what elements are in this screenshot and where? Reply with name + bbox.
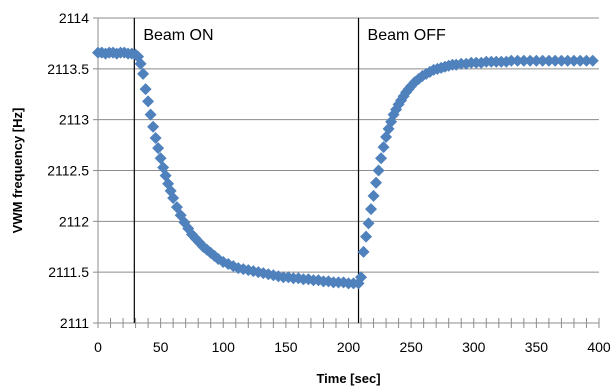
x-tick-label-5: 250 [399,339,423,355]
data-point-0-19 [152,142,165,155]
annotation-label-0: Beam ON [143,27,213,44]
data-point-0-113 [530,54,543,67]
data-point-0-69 [362,217,375,230]
data-point-0-20 [154,152,167,165]
data-point-0-70 [365,203,378,216]
data-point-0-71 [367,189,380,202]
data-point-0-67 [357,245,370,258]
data-points [92,46,599,290]
x-tick-label-1: 50 [153,339,169,355]
data-point-0-16 [144,108,157,121]
data-point-0-119 [567,54,580,67]
data-point-0-15 [142,95,155,108]
data-point-0-115 [542,54,555,67]
data-point-0-116 [549,54,562,67]
labels: 2111 2111.5 2112 2112.5 2113 2113.5 2114 0 50 100… [10,10,611,386]
data-point-0-14 [139,83,152,96]
y-tick-label-0: 2111 [60,315,89,331]
x-tick-label-8: 400 [587,339,611,355]
data-point-0-110 [511,54,524,67]
data-point-0-12 [134,57,147,70]
data-point-0-74 [375,152,388,165]
y-tick-label-2: 2112 [59,213,89,229]
data-point-0-122 [586,54,599,67]
y-tick-label-3: 2112.5 [47,163,89,179]
annotation-label-1: Beam OFF [368,27,446,44]
data-point-0-66 [355,271,368,284]
data-point-0-68 [360,230,373,243]
y-tick-label-5: 2113.5 [47,61,89,77]
x-tick-label-3: 150 [274,339,298,355]
data-point-0-117 [555,54,568,67]
data-point-0-118 [561,54,574,67]
data-point-0-13 [137,67,150,80]
y-axis-title: VWM frequency [Hz] [10,108,25,234]
data-point-0-114 [536,54,549,67]
data-point-0-25 [167,191,180,204]
data-point-0-75 [377,141,390,154]
data-point-0-120 [574,54,587,67]
y-tick-label-6: 2114 [59,10,89,26]
data-point-0-111 [517,54,530,67]
data-point-0-109 [505,54,518,67]
x-tick-label-4: 200 [337,339,361,355]
data-point-0-73 [372,164,385,177]
axes [93,17,600,328]
x-tick-label-0: 0 [94,339,102,355]
data-point-0-17 [147,120,160,133]
data-point-0-18 [149,131,162,144]
y-tick-label-1: 2111.5 [48,264,89,280]
x-tick-label-7: 350 [525,339,549,355]
data-point-0-98 [450,58,463,71]
data-point-0-121 [580,54,593,67]
data-point-0-112 [524,54,537,67]
x-tick-label-2: 100 [212,339,236,355]
data-point-0-72 [370,176,383,189]
x-axis-title: Time [sec] [316,371,380,386]
x-tick-label-6: 300 [462,339,486,355]
y-tick-label-4: 2113 [59,112,89,128]
marker-lines [133,18,360,323]
